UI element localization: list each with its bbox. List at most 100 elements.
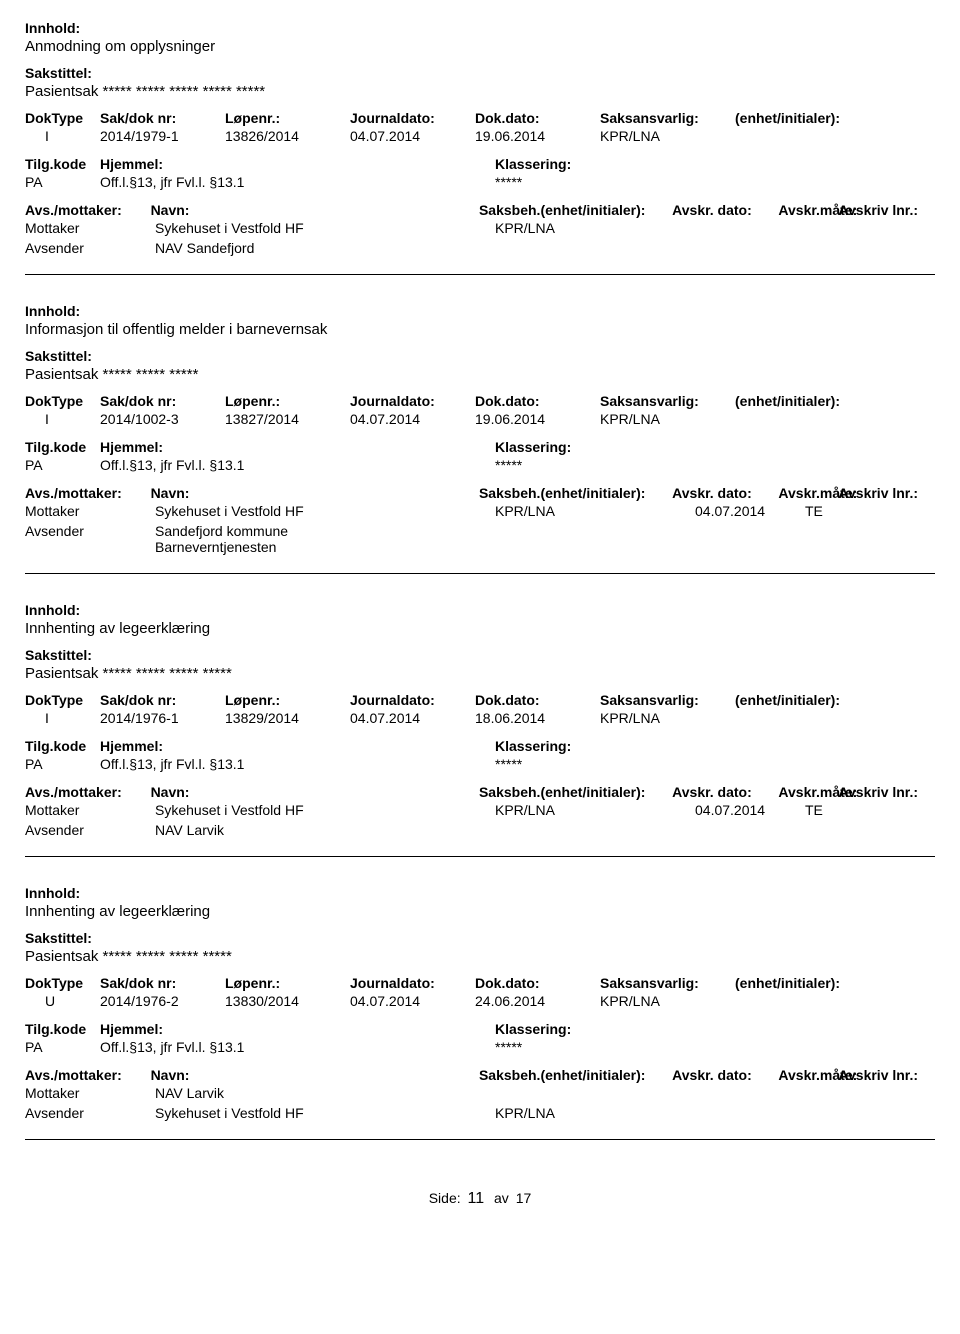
doktype-value: I: [25, 710, 100, 726]
avskrmate-header: Avskr.måte:: [778, 202, 838, 218]
page-footer: Side: 11 av 17: [25, 1190, 935, 1208]
avsender-navn: NAV Larvik: [155, 822, 495, 838]
navn-header: Navn:: [151, 784, 479, 800]
sakdoknr-header: Sak/dok nr:: [100, 975, 225, 991]
enhetinit-value: [735, 993, 905, 1009]
tilg-value-row: PA Off.l.§13, jfr Fvl.l. §13.1 *****: [25, 457, 935, 473]
mottaker-navn: Sykehuset i Vestfold HF: [155, 503, 495, 519]
dokdato-value: 19.06.2014: [475, 128, 600, 144]
avskrdato-header: Avskr. dato:: [672, 1067, 778, 1083]
saksbeh-header: Saksbeh.(enhet/initialer):: [479, 485, 672, 501]
hjemmel-header: Hjemmel:: [100, 1021, 495, 1037]
avsmottaker-header: Avs./mottaker:: [25, 1067, 151, 1083]
avskrivlnr-header: Avskriv lnr.:: [838, 784, 935, 800]
lopenr-header: Løpenr.:: [225, 393, 350, 409]
avsender-row: Avsender NAV Larvik: [25, 822, 935, 838]
avs-header-row: Avs./mottaker: Navn: Saksbeh.(enhet/init…: [25, 485, 935, 501]
dokdato-header: Dok.dato:: [475, 975, 600, 991]
mottaker-row: Mottaker Sykehuset i Vestfold HF KPR/LNA: [25, 220, 935, 236]
saksansvarlig-header: Saksansvarlig:: [600, 692, 735, 708]
mottaker-avskrmate: TE: [805, 802, 865, 818]
avskrdato-header: Avskr. dato:: [672, 784, 778, 800]
dokdato-header: Dok.dato:: [475, 393, 600, 409]
klassering-value: *****: [495, 756, 795, 772]
sakstittel-label: Sakstittel:: [25, 65, 935, 81]
mottaker-saksbeh: [495, 1085, 695, 1101]
sakstittel-value: Pasientsak ***** ***** ***** *****: [25, 948, 935, 965]
doktype-header: DokType: [25, 393, 100, 409]
meta-header-row: DokType Sak/dok nr: Løpenr.: Journaldato…: [25, 393, 935, 409]
lopenr-value: 13830/2014: [225, 993, 350, 1009]
klassering-value: *****: [495, 1039, 795, 1055]
avsmottaker-header: Avs./mottaker:: [25, 202, 151, 218]
saksansvarlig-value: KPR/LNA: [600, 128, 735, 144]
meta-value-row: I 2014/1002-3 13827/2014 04.07.2014 19.0…: [25, 411, 935, 427]
mottaker-avskrmate: TE: [805, 503, 865, 519]
avskrdato-header: Avskr. dato:: [672, 485, 778, 501]
meta-header-row: DokType Sak/dok nr: Løpenr.: Journaldato…: [25, 692, 935, 708]
hjemmel-value: Off.l.§13, jfr Fvl.l. §13.1: [100, 174, 495, 190]
sakstittel-label: Sakstittel:: [25, 348, 935, 364]
meta-value-row: U 2014/1976-2 13830/2014 04.07.2014 24.0…: [25, 993, 935, 1009]
meta-value-row: I 2014/1979-1 13826/2014 04.07.2014 19.0…: [25, 128, 935, 144]
saksansvarlig-value: KPR/LNA: [600, 710, 735, 726]
tilg-header-row: Tilg.kode Hjemmel: Klassering:: [25, 738, 935, 754]
avsender-extra: Barneverntjenesten: [155, 539, 935, 555]
mottaker-label: Mottaker: [25, 802, 155, 818]
meta-header-row: DokType Sak/dok nr: Løpenr.: Journaldato…: [25, 110, 935, 126]
avsender-label: Avsender: [25, 822, 155, 838]
tilg-header-row: Tilg.kode Hjemmel: Klassering:: [25, 439, 935, 455]
mottaker-row: Mottaker NAV Larvik: [25, 1085, 935, 1101]
mottaker-avskrmate: [805, 1085, 865, 1101]
avs-header-row: Avs./mottaker: Navn: Saksbeh.(enhet/init…: [25, 784, 935, 800]
innhold-value: Innhenting av legeerklæring: [25, 903, 935, 920]
mottaker-avskrdato: 04.07.2014: [695, 503, 805, 519]
journaldato-header: Journaldato:: [350, 393, 475, 409]
mottaker-saksbeh: KPR/LNA: [495, 503, 695, 519]
sakdoknr-value: 2014/1002-3: [100, 411, 225, 427]
enhetinit-value: [735, 710, 905, 726]
tilgkode-value: PA: [25, 1039, 100, 1055]
lopenr-value: 13826/2014: [225, 128, 350, 144]
klassering-value: *****: [495, 457, 795, 473]
mottaker-avskrdato: [695, 1085, 805, 1101]
avsmottaker-header: Avs./mottaker:: [25, 784, 151, 800]
saksansvarlig-value: KPR/LNA: [600, 993, 735, 1009]
doktype-header: DokType: [25, 110, 100, 126]
dokdato-value: 18.06.2014: [475, 710, 600, 726]
tilgkode-value: PA: [25, 457, 100, 473]
mottaker-label: Mottaker: [25, 1085, 155, 1101]
navn-header: Navn:: [151, 202, 479, 218]
footer-label: Side:: [429, 1190, 461, 1206]
journal-record: Innhold: Anmodning om opplysninger Sakst…: [25, 20, 935, 275]
hjemmel-value: Off.l.§13, jfr Fvl.l. §13.1: [100, 457, 495, 473]
enhetinit-header: (enhet/initialer):: [735, 975, 905, 991]
mottaker-avskrdato: [695, 220, 805, 236]
tilgkode-value: PA: [25, 756, 100, 772]
avsender-label: Avsender: [25, 240, 155, 256]
innhold-value: Informasjon til offentlig melder i barne…: [25, 321, 935, 338]
meta-value-row: I 2014/1976-1 13829/2014 04.07.2014 18.0…: [25, 710, 935, 726]
klassering-header: Klassering:: [495, 738, 795, 754]
journaldato-value: 04.07.2014: [350, 710, 475, 726]
dokdato-header: Dok.dato:: [475, 110, 600, 126]
lopenr-header: Løpenr.:: [225, 975, 350, 991]
avsender-row: Avsender Sykehuset i Vestfold HF KPR/LNA: [25, 1105, 935, 1121]
footer-current-page: 11: [468, 1190, 485, 1207]
dokdato-header: Dok.dato:: [475, 692, 600, 708]
hjemmel-header: Hjemmel:: [100, 738, 495, 754]
journaldato-value: 04.07.2014: [350, 411, 475, 427]
saksansvarlig-header: Saksansvarlig:: [600, 975, 735, 991]
sakstittel-label: Sakstittel:: [25, 647, 935, 663]
hjemmel-value: Off.l.§13, jfr Fvl.l. §13.1: [100, 1039, 495, 1055]
klassering-header: Klassering:: [495, 439, 795, 455]
lopenr-value: 13829/2014: [225, 710, 350, 726]
saksansvarlig-header: Saksansvarlig:: [600, 393, 735, 409]
klassering-value: *****: [495, 174, 795, 190]
lopenr-header: Løpenr.:: [225, 692, 350, 708]
doktype-value: I: [25, 128, 100, 144]
hjemmel-header: Hjemmel:: [100, 156, 495, 172]
avskrmate-header: Avskr.måte:: [778, 784, 838, 800]
klassering-header: Klassering:: [495, 1021, 795, 1037]
doktype-value: I: [25, 411, 100, 427]
